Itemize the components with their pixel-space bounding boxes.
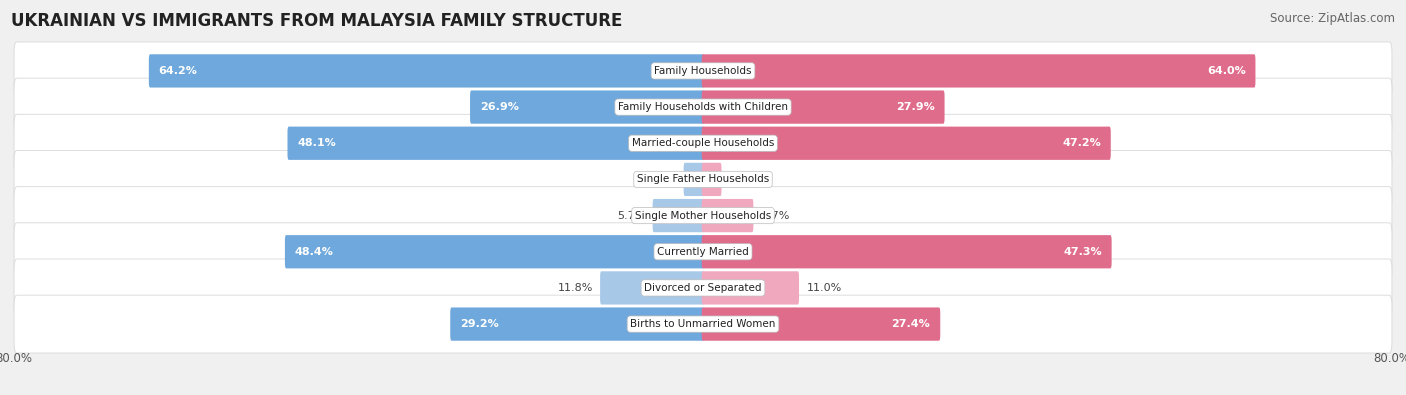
Text: 48.1%: 48.1% xyxy=(298,138,336,148)
FancyBboxPatch shape xyxy=(14,295,1392,353)
Text: 64.2%: 64.2% xyxy=(159,66,198,76)
Text: 48.4%: 48.4% xyxy=(295,247,333,257)
FancyBboxPatch shape xyxy=(14,187,1392,245)
Text: Divorced or Separated: Divorced or Separated xyxy=(644,283,762,293)
FancyBboxPatch shape xyxy=(702,271,799,305)
Text: 2.0%: 2.0% xyxy=(728,175,758,184)
FancyBboxPatch shape xyxy=(287,127,704,160)
Text: Family Households with Children: Family Households with Children xyxy=(619,102,787,112)
FancyBboxPatch shape xyxy=(702,90,945,124)
FancyBboxPatch shape xyxy=(600,271,704,305)
Text: Births to Unmarried Women: Births to Unmarried Women xyxy=(630,319,776,329)
FancyBboxPatch shape xyxy=(14,223,1392,281)
Text: 5.7%: 5.7% xyxy=(617,211,645,220)
Text: 5.7%: 5.7% xyxy=(761,211,789,220)
Text: Single Mother Households: Single Mother Households xyxy=(636,211,770,220)
Text: 27.9%: 27.9% xyxy=(896,102,935,112)
FancyBboxPatch shape xyxy=(652,199,704,232)
FancyBboxPatch shape xyxy=(702,199,754,232)
FancyBboxPatch shape xyxy=(702,163,721,196)
FancyBboxPatch shape xyxy=(470,90,704,124)
FancyBboxPatch shape xyxy=(14,150,1392,208)
Text: 26.9%: 26.9% xyxy=(479,102,519,112)
Text: 11.0%: 11.0% xyxy=(807,283,842,293)
Text: Family Households: Family Households xyxy=(654,66,752,76)
FancyBboxPatch shape xyxy=(14,42,1392,100)
FancyBboxPatch shape xyxy=(149,54,704,88)
Text: Married-couple Households: Married-couple Households xyxy=(631,138,775,148)
FancyBboxPatch shape xyxy=(14,78,1392,136)
Text: 64.0%: 64.0% xyxy=(1206,66,1246,76)
FancyBboxPatch shape xyxy=(702,235,1112,268)
Text: 27.4%: 27.4% xyxy=(891,319,931,329)
FancyBboxPatch shape xyxy=(14,259,1392,317)
Text: Currently Married: Currently Married xyxy=(657,247,749,257)
Text: 11.8%: 11.8% xyxy=(557,283,593,293)
Text: Single Father Households: Single Father Households xyxy=(637,175,769,184)
FancyBboxPatch shape xyxy=(14,114,1392,172)
Text: UKRAINIAN VS IMMIGRANTS FROM MALAYSIA FAMILY STRUCTURE: UKRAINIAN VS IMMIGRANTS FROM MALAYSIA FA… xyxy=(11,12,623,30)
FancyBboxPatch shape xyxy=(450,307,704,341)
Text: 47.2%: 47.2% xyxy=(1062,138,1101,148)
Text: 29.2%: 29.2% xyxy=(460,319,499,329)
FancyBboxPatch shape xyxy=(702,54,1256,88)
Text: Source: ZipAtlas.com: Source: ZipAtlas.com xyxy=(1270,12,1395,25)
Text: 47.3%: 47.3% xyxy=(1063,247,1102,257)
FancyBboxPatch shape xyxy=(285,235,704,268)
Text: 2.1%: 2.1% xyxy=(648,175,676,184)
FancyBboxPatch shape xyxy=(702,127,1111,160)
FancyBboxPatch shape xyxy=(683,163,704,196)
FancyBboxPatch shape xyxy=(702,307,941,341)
